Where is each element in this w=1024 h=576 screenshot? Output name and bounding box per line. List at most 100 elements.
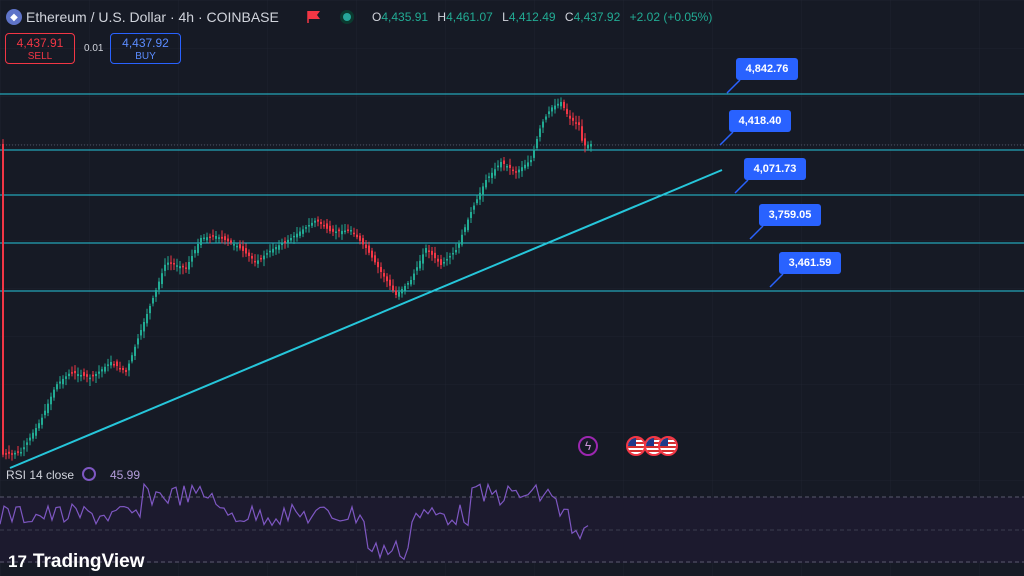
candle-body <box>218 237 220 239</box>
candle-body <box>335 231 337 233</box>
candle-body <box>215 236 217 239</box>
candle-body <box>20 452 22 454</box>
candle-body <box>323 224 325 227</box>
candle-body <box>296 233 298 238</box>
candle-body <box>167 262 169 265</box>
candle-body <box>407 283 409 285</box>
ethereum-icon[interactable]: ◆ <box>6 9 22 25</box>
candle-body <box>293 235 295 238</box>
candle-body <box>539 128 541 138</box>
candle-body <box>380 266 382 272</box>
candle-body <box>182 265 184 268</box>
label-pointer-5 <box>769 273 784 288</box>
candle-body <box>83 372 85 376</box>
candle-body <box>206 237 208 241</box>
low-value: 4,412.49 <box>508 10 556 24</box>
candle-body <box>41 417 43 425</box>
level-label-1[interactable]: 4,842.76 <box>736 58 798 80</box>
ohlc-readout: O4,435.91 H4,461.07 L4,412.49 C4,437.92 … <box>372 10 718 24</box>
candle-body <box>581 126 583 141</box>
spread-value: 0.01 <box>84 43 104 54</box>
candle-body <box>155 290 157 297</box>
candle-body <box>395 290 397 295</box>
candle-body <box>548 111 550 115</box>
level-label-3[interactable]: 4,071.73 <box>744 158 806 180</box>
low-key: L <box>502 10 509 24</box>
candle-body <box>56 384 58 390</box>
tradingview-logo[interactable]: 17 TradingView <box>8 550 145 574</box>
rsi-label[interactable]: RSI 14 close <box>6 468 75 482</box>
candle-body <box>374 255 376 263</box>
candle-body <box>347 229 349 231</box>
candle-body <box>362 238 364 245</box>
sell-button[interactable]: 4,437.91 SELL <box>5 33 75 64</box>
candle-body <box>524 164 526 169</box>
candle-body <box>137 338 139 345</box>
candle-body <box>50 396 52 405</box>
candle-body <box>389 279 391 286</box>
us-flag-event-icon[interactable] <box>658 436 678 456</box>
candle-body <box>266 253 268 255</box>
level-label-5[interactable]: 3,461.59 <box>779 252 841 274</box>
candle-body <box>443 262 445 264</box>
candle-body <box>203 237 205 240</box>
candle-body <box>431 250 433 255</box>
us-flag-event-icon[interactable] <box>626 436 646 456</box>
label-pointer-2 <box>719 131 734 146</box>
candle-body <box>404 286 406 291</box>
rsi-settings-icon[interactable] <box>82 467 96 481</box>
symbol-title[interactable]: Ethereum / U.S. Dollar · 4h · COINBASE <box>26 9 279 25</box>
candle-body <box>17 451 19 453</box>
candle-body <box>122 367 124 370</box>
candle-body <box>65 376 67 379</box>
candle-body <box>269 250 271 253</box>
candle-body <box>143 322 145 332</box>
candle-body <box>383 273 385 277</box>
candle-body <box>152 298 154 304</box>
candle-body <box>146 314 148 324</box>
candle-body <box>92 374 94 377</box>
candle-body <box>224 236 226 241</box>
candle-body <box>284 241 286 243</box>
candle-body <box>179 266 181 269</box>
candle-body <box>458 242 460 248</box>
candle-body <box>116 361 118 366</box>
candle-body <box>95 374 97 377</box>
candle-body <box>497 165 499 168</box>
candle-body <box>68 373 70 377</box>
trend-line[interactable] <box>9 169 723 469</box>
candle-body <box>464 227 466 232</box>
candle-body <box>14 452 16 455</box>
candle-body <box>53 389 55 398</box>
candle-body <box>302 229 304 234</box>
candle-body <box>386 276 388 282</box>
candle-body <box>149 306 151 314</box>
buy-button[interactable]: 4,437.92 BUY <box>110 33 181 64</box>
candle-body <box>344 230 346 233</box>
candle-body <box>197 244 199 253</box>
candle-body <box>494 169 496 176</box>
candle-body <box>74 370 76 374</box>
candle-body <box>128 363 130 371</box>
candle-body <box>314 220 316 223</box>
flag-icon[interactable] <box>307 10 321 23</box>
label-pointer-1 <box>726 79 741 94</box>
candle-body <box>452 253 454 255</box>
candle-body <box>482 186 484 196</box>
candle-body <box>134 346 136 356</box>
market-status-icon[interactable] <box>340 10 354 24</box>
candle-body <box>260 257 262 260</box>
candle-body <box>512 169 514 172</box>
candle-body <box>356 234 358 238</box>
candle-body <box>191 256 193 262</box>
candle-body <box>176 265 178 267</box>
candle-body <box>551 107 553 112</box>
candle-body <box>71 372 73 374</box>
candle-body <box>371 250 373 258</box>
flash-event-icon[interactable]: ϟ <box>578 436 598 456</box>
level-label-4[interactable]: 3,759.05 <box>759 204 821 226</box>
candle-body <box>113 363 115 366</box>
level-label-2[interactable]: 4,418.40 <box>729 110 791 132</box>
